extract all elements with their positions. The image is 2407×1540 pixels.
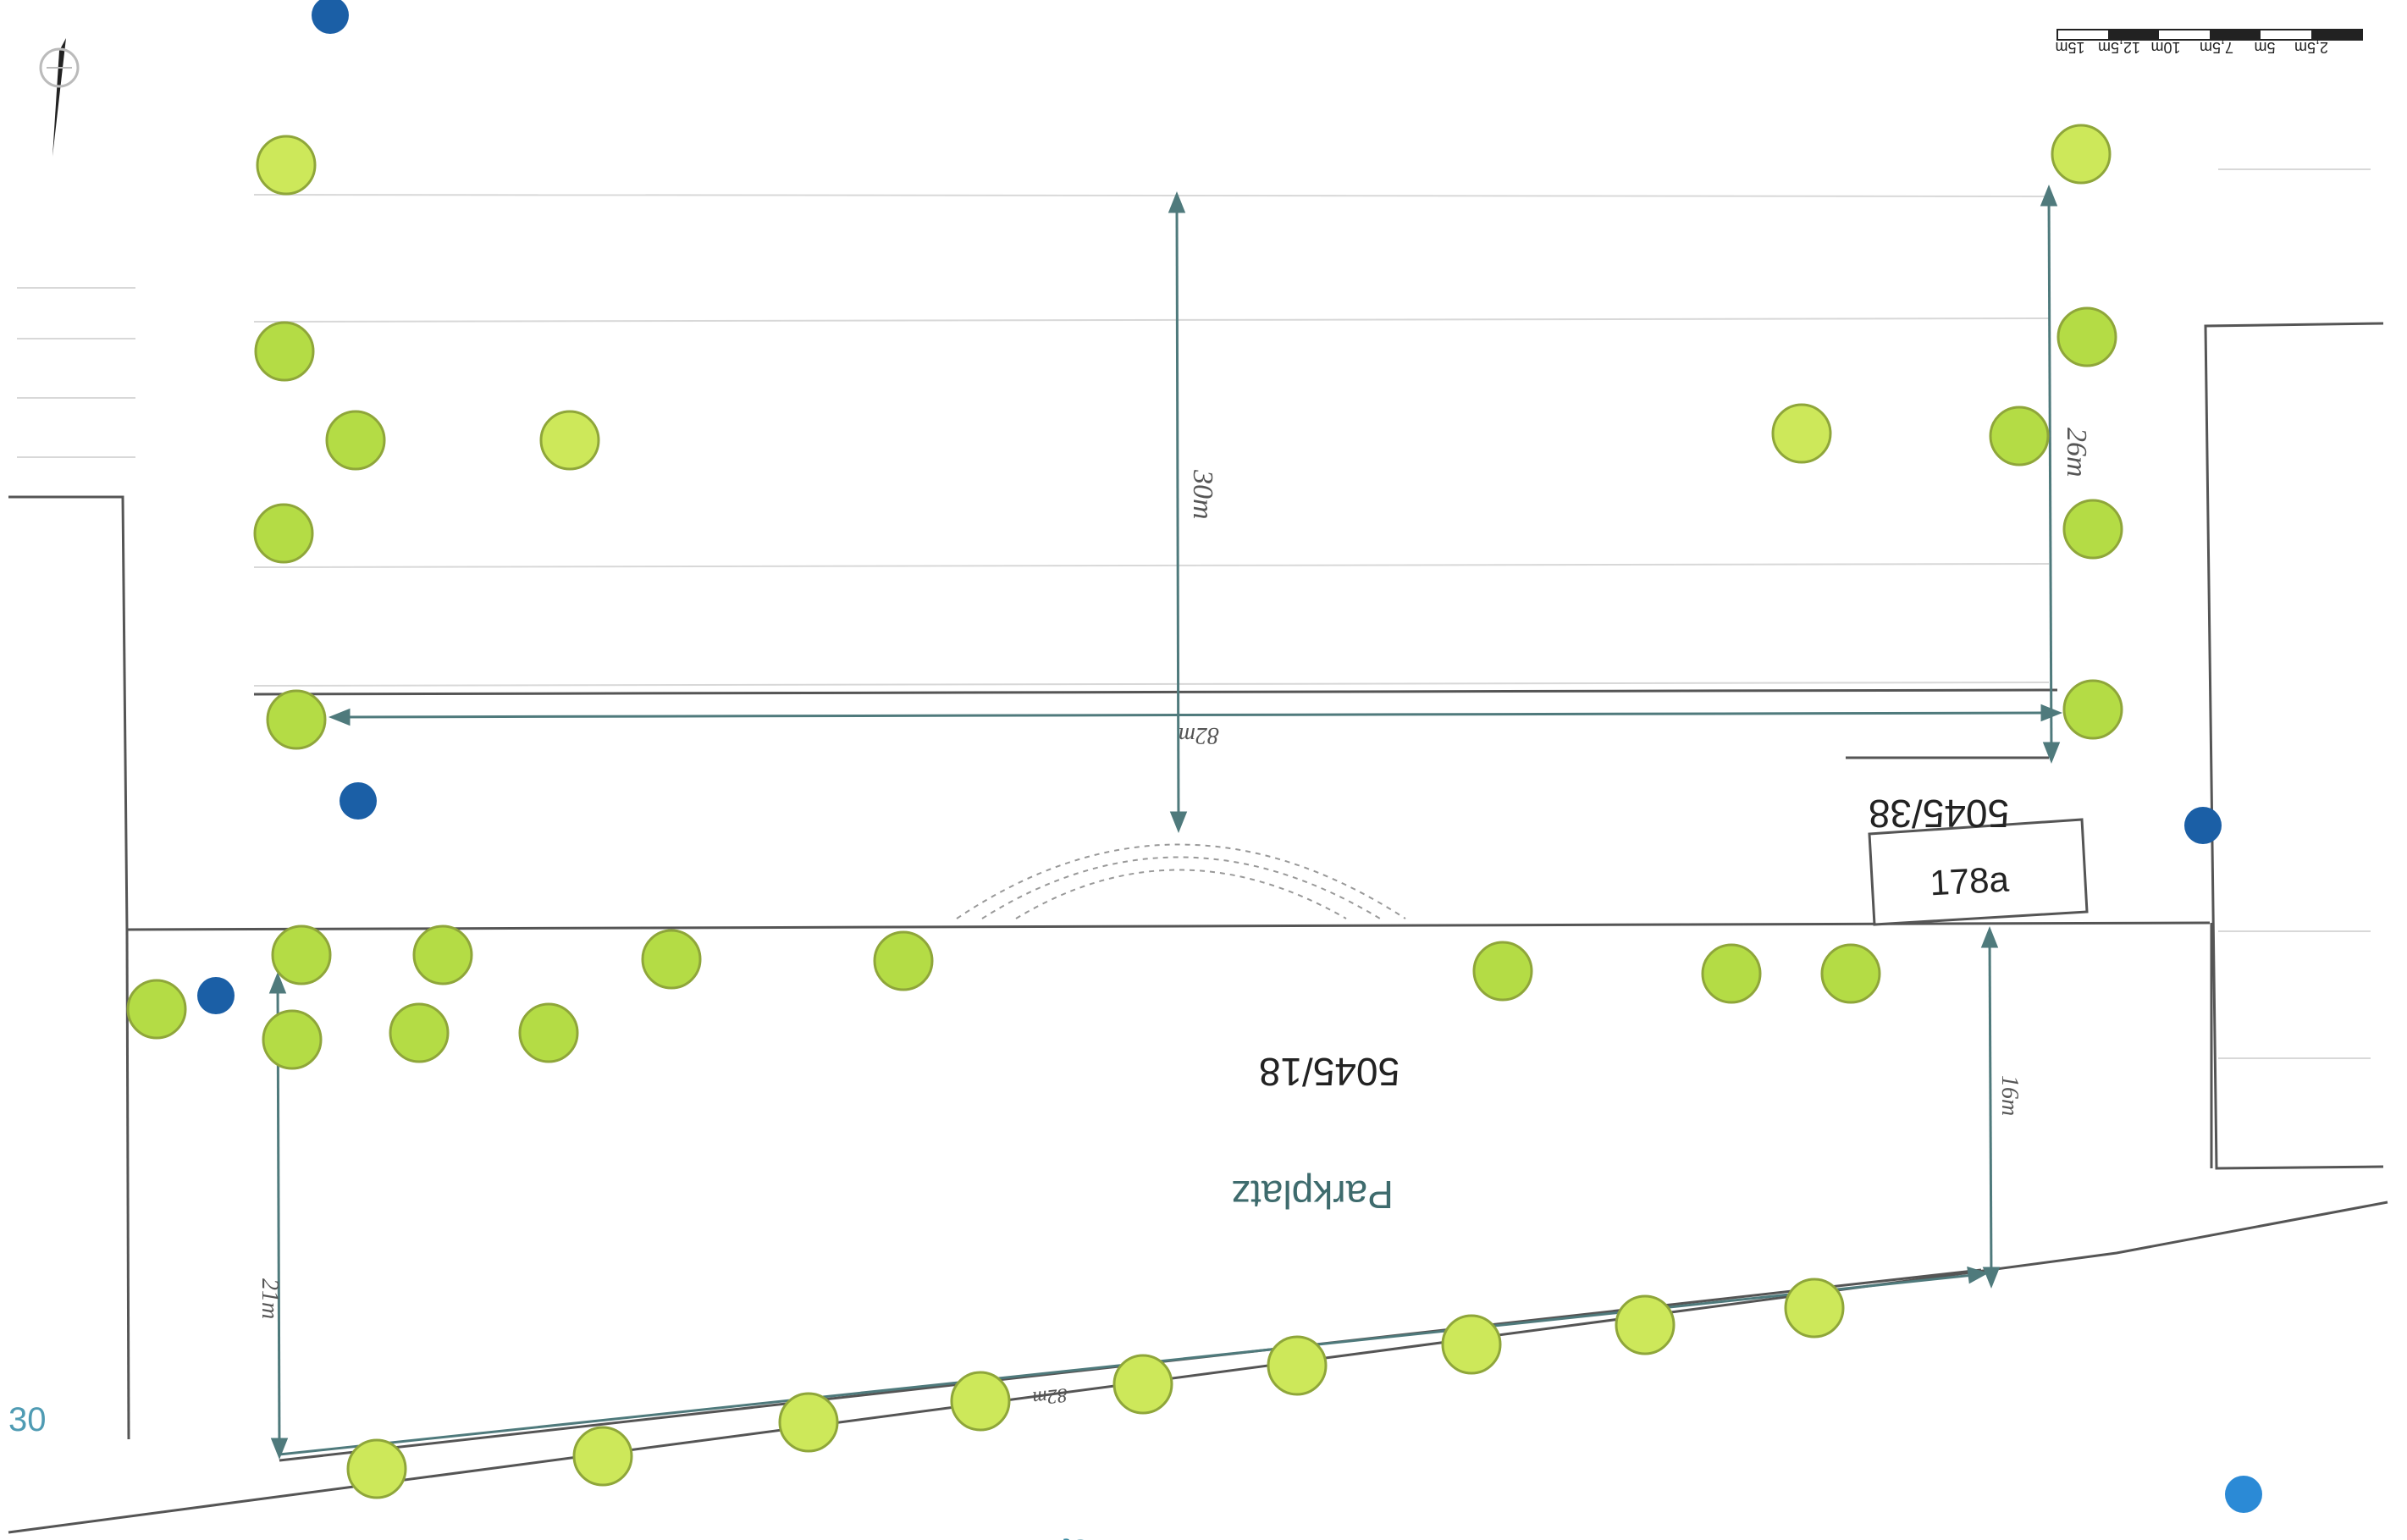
courtyard-arcs bbox=[956, 843, 1406, 919]
tree-marker bbox=[572, 1426, 633, 1487]
tree-marker bbox=[778, 1392, 839, 1453]
tree-marker bbox=[873, 930, 934, 991]
tree-marker bbox=[1441, 1314, 1502, 1375]
trees bbox=[126, 124, 2123, 1499]
dimension-vertical-upper: 30m bbox=[1187, 469, 1218, 520]
building-178a: 178a bbox=[1868, 818, 2089, 926]
tree-marker bbox=[1472, 941, 1533, 1002]
blue-marker bbox=[2184, 807, 2222, 844]
tree-marker bbox=[641, 929, 702, 990]
tree-marker bbox=[325, 410, 386, 471]
dimension-horizontal-upper: 82m bbox=[1179, 722, 1219, 748]
dimension-left-lower: 21m bbox=[257, 1278, 283, 1319]
tree-marker bbox=[518, 1002, 579, 1063]
tree-marker bbox=[2056, 306, 2117, 367]
scale-tick-1: 2,5m bbox=[2294, 39, 2328, 56]
tree-marker bbox=[2062, 679, 2123, 740]
tree-marker bbox=[346, 1438, 407, 1499]
tree-marker bbox=[253, 503, 314, 564]
tree-marker bbox=[1989, 406, 2050, 466]
tree-marker bbox=[126, 979, 187, 1040]
tree-marker bbox=[539, 410, 600, 471]
dimension-right-lower: 16m bbox=[1996, 1075, 2023, 1116]
tree-marker bbox=[950, 1371, 1011, 1432]
parcel-label-lower: 5045/18 bbox=[1259, 1050, 1399, 1094]
parking-label: Parkplatz bbox=[1231, 1173, 1394, 1217]
tree-marker bbox=[389, 1002, 450, 1063]
street-label: Podelionst bbox=[1062, 1531, 1222, 1540]
parcel-label-upper: 5045/38 bbox=[1869, 792, 2009, 836]
tree-marker bbox=[1771, 403, 1832, 464]
scale-tick-3: 7,5m bbox=[2200, 39, 2233, 56]
scale-bar: 2,5m 5m 7,5m 10m 12,5m 15m bbox=[2055, 29, 2363, 56]
tree-marker bbox=[1701, 943, 1762, 1004]
tree-marker bbox=[1615, 1294, 1676, 1355]
tree-marker bbox=[262, 1009, 323, 1070]
tree-marker bbox=[1267, 1335, 1328, 1396]
tree-marker bbox=[1784, 1278, 1845, 1339]
dimension-labels: 30m 82m 26m 16m 21m 82m bbox=[257, 428, 2092, 1409]
blue-marker bbox=[340, 782, 377, 820]
tree-marker bbox=[256, 135, 317, 196]
blue-marker bbox=[197, 977, 235, 1014]
scale-tick-6: 15m bbox=[2055, 39, 2084, 56]
blue-marker bbox=[312, 0, 349, 34]
tree-marker bbox=[1112, 1354, 1173, 1415]
scale-tick-5: 12,5m bbox=[2098, 39, 2140, 56]
scale-tick-2: 5m bbox=[2254, 39, 2275, 56]
scale-tick-4: 10m bbox=[2150, 39, 2180, 56]
building-label: 178a bbox=[1929, 859, 2010, 903]
tree-marker bbox=[2051, 124, 2112, 185]
blue-marker bbox=[2225, 1476, 2262, 1513]
background-hatch bbox=[17, 168, 2371, 1059]
tree-marker bbox=[266, 689, 327, 750]
edge-number-label: 30 bbox=[8, 1401, 47, 1438]
tree-marker bbox=[254, 321, 315, 382]
dimension-right-upper: 26m bbox=[2061, 428, 2092, 477]
tree-marker bbox=[412, 925, 473, 985]
dimension-lines bbox=[268, 184, 2063, 1460]
dimension-bottom-row: 82m bbox=[1031, 1383, 1068, 1409]
tree-marker bbox=[2062, 499, 2123, 560]
north-arrow-icon bbox=[39, 38, 80, 157]
tree-marker bbox=[271, 925, 332, 985]
blue-markers bbox=[197, 0, 2262, 1513]
tree-marker bbox=[1820, 943, 1881, 1004]
